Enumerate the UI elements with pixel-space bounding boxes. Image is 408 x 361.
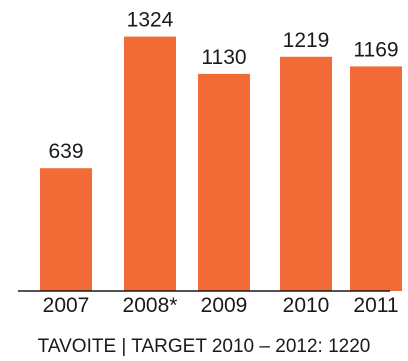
bar-2010 (280, 56, 332, 291)
bar-2008* (124, 36, 176, 291)
value-label-2011: 1169 (353, 38, 398, 61)
x-tick-label-2007: 2007 (43, 294, 90, 317)
chart-caption: TAVOITE | TARGET 2010 – 2012: 1220 (38, 336, 371, 357)
value-label-2008*: 1324 (127, 9, 174, 32)
bar-2007 (40, 168, 92, 291)
x-tick-label-2009: 2009 (201, 294, 248, 317)
bar-2011 (350, 66, 402, 291)
value-label-2010: 1219 (283, 29, 330, 52)
x-tick-label-2010: 2010 (283, 294, 330, 317)
x-tick-labels-group: 2007 2008* 2009 2010 2011 (43, 294, 399, 317)
value-label-2009: 1130 (201, 46, 246, 69)
value-label-2007: 639 (48, 140, 83, 163)
x-tick-label-2008*: 2008* (123, 294, 178, 317)
x-tick-label-2011: 2011 (353, 294, 398, 317)
bars-group (40, 36, 402, 291)
value-labels-group: 639 1324 1130 1219 1169 (48, 9, 398, 164)
bar-2009 (198, 73, 250, 291)
